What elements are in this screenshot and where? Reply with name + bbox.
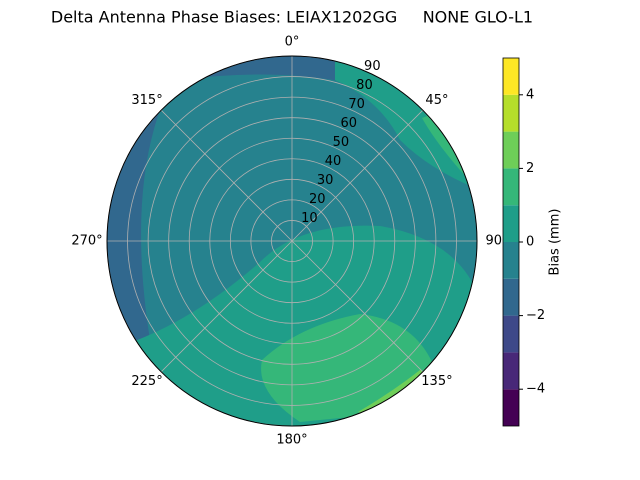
r-tick-label: 50 xyxy=(333,135,350,150)
colorbar-tick-label: −4 xyxy=(526,382,545,397)
colorbar-segment xyxy=(503,315,519,353)
colorbar-tick-label: 2 xyxy=(526,161,534,176)
theta-tick-label: 135° xyxy=(421,374,452,389)
chart-title: Delta Antenna Phase Biases: LEIAX1202GG … xyxy=(51,8,533,27)
theta-tick-label: 270° xyxy=(71,234,102,249)
colorbar-tick-label: 0 xyxy=(526,235,534,250)
colorbar-segment xyxy=(503,131,519,169)
r-tick-label: 80 xyxy=(356,78,373,93)
colorbar-segment xyxy=(503,58,519,95)
r-tick-label: 70 xyxy=(348,97,365,112)
colorbar-label: Bias (mm) xyxy=(548,209,563,276)
polar-frame xyxy=(106,55,478,427)
grid-spoke xyxy=(160,109,293,242)
r-tick-label: 60 xyxy=(340,116,357,131)
theta-tick-label: 315° xyxy=(131,93,162,108)
r-tick-label: 90 xyxy=(364,59,381,74)
grid-spoke xyxy=(160,240,293,373)
colorbar-tick-label: −2 xyxy=(526,308,545,323)
grid-spoke xyxy=(291,109,424,242)
colorbar-segment xyxy=(503,389,519,426)
colorbar-segment xyxy=(503,205,519,242)
r-tick-label: 10 xyxy=(301,211,318,226)
colorbar-segment xyxy=(503,94,519,132)
colorbar-segment xyxy=(503,242,519,279)
grid-spoke xyxy=(291,240,424,373)
theta-tick-label: 45° xyxy=(425,93,448,108)
colorbar-segment xyxy=(503,168,519,206)
polar-grid xyxy=(106,55,478,427)
r-tick-label: 40 xyxy=(325,154,342,169)
r-tick-label: 20 xyxy=(309,192,326,207)
colorbar-tick-label: 4 xyxy=(526,87,534,102)
theta-tick-label: 0° xyxy=(285,35,300,50)
colorbar-segment xyxy=(503,278,519,316)
theta-tick-label: 225° xyxy=(131,374,162,389)
r-tick-label: 30 xyxy=(317,173,334,188)
colorbar-segment xyxy=(503,352,519,390)
theta-tick-label: 180° xyxy=(276,433,307,448)
